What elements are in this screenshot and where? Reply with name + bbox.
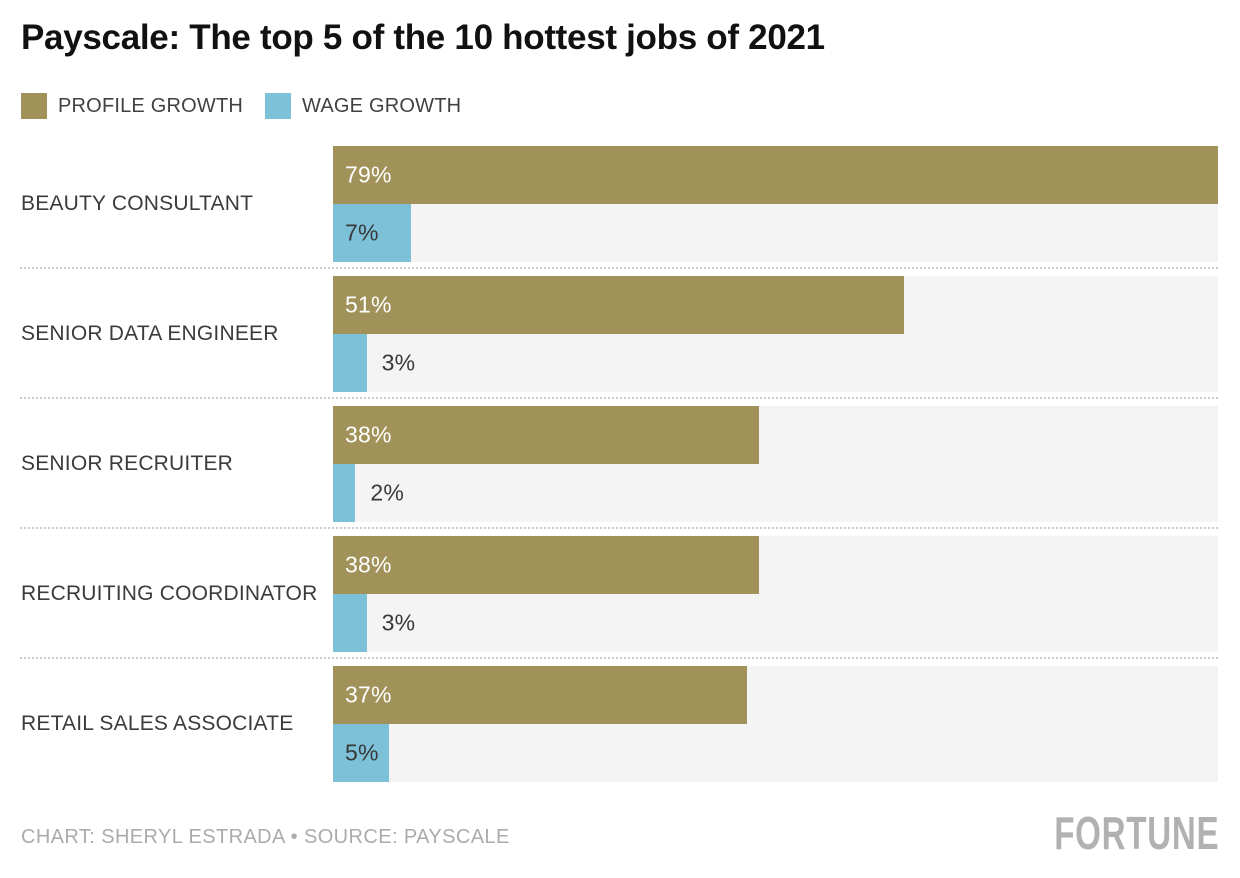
legend-label-wage-growth: WAGE GROWTH (302, 94, 462, 117)
wage-growth-track: 3% (333, 594, 1218, 652)
legend-item-profile-growth: PROFILE GROWTH (21, 93, 243, 119)
row-divider (20, 397, 1218, 399)
profile-growth-track: 51% (333, 276, 1218, 334)
legend-label-profile-growth: PROFILE GROWTH (58, 94, 244, 117)
bar-group: 37% 5% (333, 666, 1218, 782)
wage-growth-swatch-icon (265, 93, 292, 119)
bar-group: 79% 7% (333, 146, 1218, 262)
bar-value-label: 5% (345, 739, 379, 766)
bar-value-label: 7% (345, 219, 379, 246)
row-divider (20, 657, 1218, 659)
legend-item-wage-growth: WAGE GROWTH (265, 93, 461, 119)
profile-growth-swatch-icon (21, 93, 47, 119)
footer-credit: CHART: SHERYL ESTRADA • SOURCE: PAYSCALE (21, 826, 510, 848)
wage-growth-bar (333, 204, 412, 262)
wage-growth-track: 3% (333, 334, 1218, 392)
wage-growth-bar (333, 334, 367, 392)
bar-value-label: 3% (381, 609, 416, 636)
bar-value-label: 37% (345, 681, 392, 708)
wage-growth-track: 2% (333, 464, 1218, 522)
bar-group: 51% 3% (333, 276, 1218, 392)
wage-growth-track: 7% (333, 204, 1218, 262)
profile-growth-track: 38% (333, 406, 1218, 464)
profile-growth-bar (333, 666, 748, 724)
bar-value-label: 79% (345, 161, 392, 188)
chart-rows: BEAUTY CONSULTANT 79% 7% SENIOR DATA ENGINE… (0, 146, 1240, 796)
bar-row: RECRUITING COORDINATOR 38% 3% (0, 536, 1240, 666)
chart-title: Payscale: The top 5 of the 10 hottest jo… (21, 18, 825, 57)
bar-value-label: 51% (345, 291, 392, 318)
bar-group: 38% 3% (333, 536, 1218, 652)
bar-value-label: 38% (345, 421, 392, 448)
profile-growth-bar (333, 406, 759, 464)
row-divider (20, 267, 1218, 269)
wage-growth-bar (333, 594, 367, 652)
category-label: SENIOR RECRUITER (21, 452, 234, 475)
profile-growth-track: 79% (333, 146, 1218, 204)
bar-group: 38% 2% (333, 406, 1218, 522)
fortune-logo: FORTUNE (1053, 807, 1219, 859)
wage-growth-bar (333, 464, 356, 522)
bar-row: SENIOR DATA ENGINEER 51% 3% (0, 276, 1240, 406)
category-label: RECRUITING COORDINATOR (21, 582, 318, 605)
row-divider (20, 527, 1218, 529)
wage-growth-bar (333, 724, 389, 782)
legend: PROFILE GROWTH WAGE GROWTH (21, 93, 461, 119)
bar-row: SENIOR RECRUITER 38% 2% (0, 406, 1240, 536)
profile-growth-track: 37% (333, 666, 1218, 724)
category-label: SENIOR DATA ENGINEER (21, 322, 279, 345)
category-label: RETAIL SALES ASSOCIATE (21, 712, 294, 735)
profile-growth-bar (333, 146, 1218, 204)
profile-growth-track: 38% (333, 536, 1218, 594)
profile-growth-bar (333, 276, 905, 334)
wage-growth-track: 5% (333, 724, 1218, 782)
bar-value-label: 3% (381, 349, 416, 376)
bar-row: RETAIL SALES ASSOCIATE 37% 5% (0, 666, 1240, 796)
bar-row: BEAUTY CONSULTANT 79% 7% (0, 146, 1240, 276)
bar-value-label: 38% (345, 551, 392, 578)
bar-value-label: 2% (370, 479, 405, 506)
profile-growth-bar (333, 536, 759, 594)
category-label: BEAUTY CONSULTANT (21, 192, 254, 215)
